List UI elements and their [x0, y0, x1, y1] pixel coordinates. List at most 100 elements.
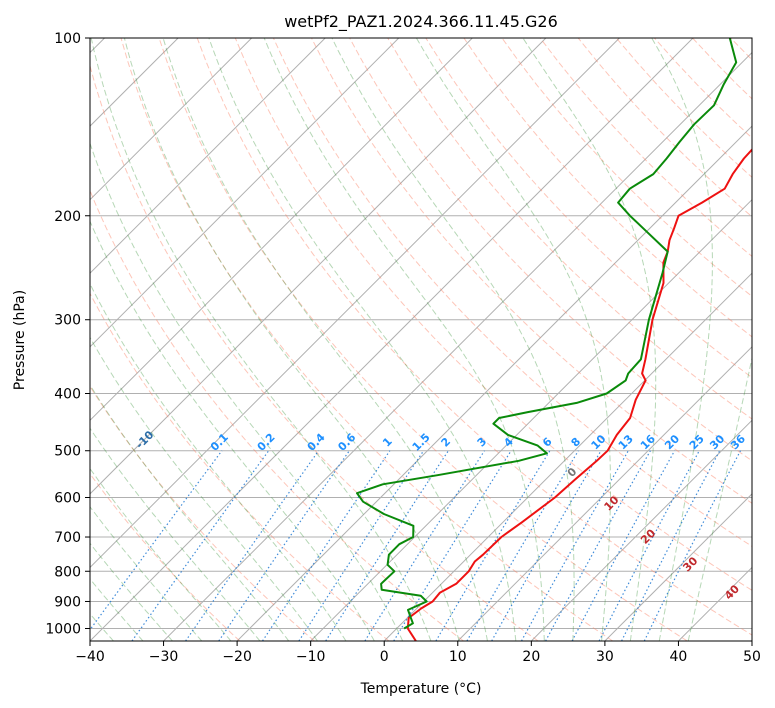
- isotherm-gridline: [90, 38, 253, 201]
- mixing-ratio-label: 1: [380, 435, 395, 450]
- dry-adiabat: [692, 38, 752, 100]
- mixing-ratio-label: 16: [638, 432, 658, 452]
- isotherm-gridline: [310, 198, 752, 641]
- isotherm-gridline: [163, 51, 752, 641]
- dry-adiabat: [196, 38, 752, 636]
- x-tick-label: 0: [380, 649, 389, 665]
- moist-adiabat: [123, 38, 460, 641]
- mixing-ratio-label: 3: [475, 435, 490, 450]
- isotherm-gridline: [530, 419, 752, 641]
- dry-adiabat: [311, 38, 752, 504]
- dry-adiabat: [730, 38, 752, 61]
- y-tick-label: 200: [54, 209, 81, 225]
- mixing-ratio-label: 13: [616, 432, 636, 452]
- moist-adiabat: [263, 38, 545, 641]
- dry-adiabat-label: -10: [133, 428, 156, 451]
- moist-adiabat-label: 20: [638, 526, 658, 546]
- moist-adiabat: [415, 38, 611, 641]
- y-tick-label: 700: [54, 530, 81, 546]
- dewpoint-profile: [356, 38, 738, 630]
- mixing-ratio-label: 2: [439, 435, 454, 450]
- mixing-ratio-label: 36: [728, 432, 748, 452]
- dry-adiabat-label: -20: [59, 406, 82, 429]
- dry-adiabat: [158, 38, 688, 641]
- dry-adiabat: [387, 38, 752, 420]
- mixing-ratio-line: [218, 450, 350, 641]
- mixing-ratio-line: [598, 450, 700, 641]
- isotherm-gridline: [236, 125, 752, 641]
- isotherm-gridline: [678, 566, 752, 641]
- y-tick-label: 500: [54, 444, 81, 460]
- x-tick-label: −40: [75, 649, 105, 665]
- x-tick-label: 50: [743, 649, 761, 665]
- dry-adiabat: [349, 38, 752, 462]
- moist-adiabat: [90, 427, 261, 641]
- x-tick-label: 30: [596, 649, 614, 665]
- mixing-ratio-label: 8: [569, 435, 584, 450]
- y-tick-label: 1000: [45, 621, 81, 637]
- dry-adiabat: [90, 385, 315, 641]
- moist-adiabat: [90, 220, 375, 641]
- dry-adiabat: [90, 292, 390, 641]
- mixing-ratio-line: [90, 450, 223, 631]
- x-axis-label: Temperature (°C): [360, 681, 482, 697]
- moist-adiabat: [90, 467, 232, 641]
- y-tick-label: 900: [54, 594, 81, 610]
- chart-title: wetPf2_PAZ1.2024.366.11.45.G26: [284, 12, 558, 32]
- x-tick-label: 10: [449, 649, 467, 665]
- y-tick-label: 400: [54, 387, 81, 403]
- moist-adiabat: [90, 542, 173, 641]
- mixing-ratio-line: [621, 450, 721, 641]
- isotherm-gridline: [457, 346, 752, 641]
- moist-adiabat: [90, 384, 290, 641]
- isotherm-gridline: [90, 38, 473, 422]
- mixing-ratio-line: [298, 450, 425, 641]
- x-tick-label: 40: [670, 649, 688, 665]
- moist-adiabat: [522, 38, 657, 641]
- moist-adiabat: [687, 355, 752, 641]
- dry-adiabat: [90, 64, 539, 641]
- mixing-ratio-line: [643, 450, 742, 641]
- isotherm-gridline: [90, 38, 620, 569]
- moist-adiabat: [208, 38, 517, 641]
- y-axis-label: Pressure (hPa): [12, 290, 28, 390]
- dry-adiabat: [234, 38, 752, 591]
- mixing-ratio-line: [185, 450, 320, 641]
- moist-adiabat: [90, 336, 318, 641]
- dry-adiabat: [90, 472, 241, 641]
- dry-adiabat: [120, 38, 613, 641]
- moist-adiabat: [90, 38, 432, 641]
- y-tick-label: 100: [54, 31, 81, 47]
- isotherm-gridline: [604, 493, 752, 641]
- moist-adiabat-label: 10: [602, 493, 622, 513]
- mixing-ratio-line: [545, 450, 651, 641]
- mixing-ratio-label: 10: [589, 432, 609, 452]
- mixing-ratio-line: [393, 450, 512, 641]
- x-tick-label: −10: [296, 649, 326, 665]
- mixing-ratio-line: [491, 450, 602, 641]
- mixing-ratio-line: [364, 450, 486, 641]
- y-tick-label: 300: [54, 313, 81, 329]
- mixing-ratio-line: [261, 450, 391, 641]
- moist-adiabat: [90, 578, 144, 641]
- mixing-ratio-line: [325, 450, 449, 641]
- moist-adiabat: [331, 38, 575, 641]
- y-tick-label: 800: [54, 564, 81, 580]
- dry-adiabat: [654, 38, 752, 139]
- plot-frame: [89, 37, 753, 642]
- dry-adiabat: [425, 38, 752, 379]
- mixing-ratio-label: 30: [707, 432, 727, 452]
- isotherm-gridline: [751, 640, 752, 641]
- isotherm-gridline: [90, 38, 326, 274]
- y-tick-label: 600: [54, 490, 81, 506]
- dry-adiabat: [90, 189, 464, 641]
- x-tick-label: −20: [222, 649, 252, 665]
- isotherm-gridline: [90, 38, 400, 348]
- dry-adiabat-label: -30: [0, 368, 4, 391]
- x-tick-label: −30: [149, 649, 179, 665]
- dry-adiabat: [272, 38, 752, 548]
- moist-adiabat: [90, 282, 347, 641]
- moist-adiabat-label: 40: [722, 582, 742, 602]
- isotherm-gridline: [383, 272, 752, 641]
